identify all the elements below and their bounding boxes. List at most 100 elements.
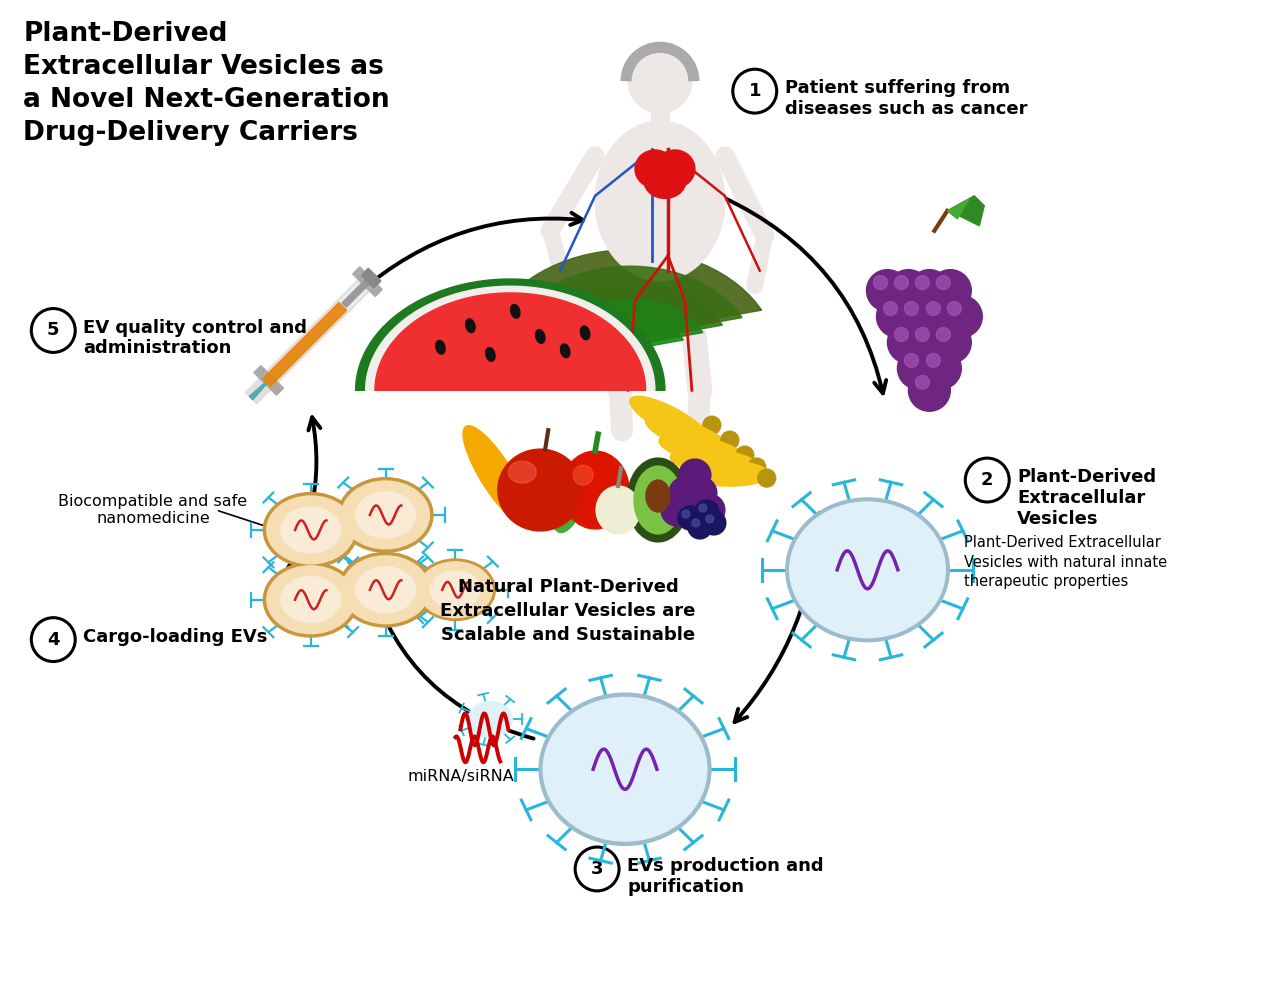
Circle shape [908,321,950,363]
Polygon shape [366,286,655,390]
Ellipse shape [552,463,588,533]
Text: 2: 2 [981,471,994,489]
Polygon shape [505,266,742,360]
Circle shape [915,375,930,389]
Circle shape [936,327,950,341]
Polygon shape [342,272,376,307]
Ellipse shape [736,446,754,464]
Circle shape [692,519,700,527]
Ellipse shape [594,121,725,280]
Text: Patient suffering from
diseases such as cancer: Patient suffering from diseases such as … [785,79,1027,118]
Ellipse shape [535,329,544,343]
Ellipse shape [786,498,949,642]
Ellipse shape [539,694,711,845]
Circle shape [936,275,950,289]
Ellipse shape [263,493,358,567]
Text: 4: 4 [48,631,59,649]
Ellipse shape [508,461,537,483]
Circle shape [948,301,962,315]
Polygon shape [526,282,723,360]
Circle shape [940,295,982,337]
Ellipse shape [267,496,354,564]
Circle shape [877,295,918,337]
Text: 5: 5 [48,321,59,339]
Circle shape [908,269,950,311]
Ellipse shape [758,469,776,487]
Text: EVs production and
purification: EVs production and purification [627,857,823,896]
Circle shape [867,269,908,311]
Circle shape [915,327,930,341]
Polygon shape [263,302,347,386]
Circle shape [682,510,690,518]
Circle shape [661,494,693,526]
Circle shape [702,511,725,535]
Ellipse shape [645,164,686,199]
Polygon shape [948,196,985,226]
Ellipse shape [338,478,433,552]
Polygon shape [356,279,665,390]
Ellipse shape [430,571,480,609]
Circle shape [915,275,930,289]
Circle shape [895,327,908,341]
Ellipse shape [670,448,759,476]
Ellipse shape [627,458,690,542]
Circle shape [898,295,940,337]
Ellipse shape [498,449,583,531]
Circle shape [930,269,971,311]
Polygon shape [254,365,284,395]
Circle shape [684,477,716,509]
Ellipse shape [543,698,707,841]
Circle shape [688,515,711,539]
Polygon shape [245,272,376,404]
Polygon shape [249,383,266,400]
Ellipse shape [464,426,529,524]
Circle shape [695,500,719,524]
Circle shape [883,301,898,315]
Circle shape [873,275,887,289]
Ellipse shape [356,492,416,538]
Circle shape [895,275,908,289]
Ellipse shape [561,451,629,529]
Circle shape [679,459,711,491]
Circle shape [919,347,962,389]
Circle shape [669,477,701,509]
Polygon shape [570,315,683,360]
Circle shape [904,353,918,367]
Polygon shape [361,269,380,288]
Ellipse shape [356,567,416,613]
Circle shape [698,504,707,512]
Ellipse shape [469,702,512,738]
Ellipse shape [281,577,340,623]
Ellipse shape [580,326,589,339]
Polygon shape [948,199,969,219]
Ellipse shape [561,344,570,357]
Circle shape [677,494,709,526]
Circle shape [930,321,971,363]
Ellipse shape [630,396,710,444]
Ellipse shape [338,553,433,627]
Text: Plant-Derived
Extracellular Vesicles as
a Novel Next-Generation
Drug-Delivery Ca: Plant-Derived Extracellular Vesicles as … [23,21,390,147]
Ellipse shape [342,481,429,549]
Circle shape [887,269,930,311]
Text: miRNA/siRNA: miRNA/siRNA [407,769,514,784]
Ellipse shape [646,415,731,455]
Ellipse shape [416,559,496,621]
Text: Plant-Derived
Extracellular
Vesicles: Plant-Derived Extracellular Vesicles [1017,468,1157,528]
Text: EV quality control and
administration: EV quality control and administration [83,318,307,357]
Polygon shape [261,277,372,388]
Ellipse shape [681,460,769,486]
Text: 3: 3 [591,860,603,878]
Circle shape [628,49,692,113]
Ellipse shape [659,434,747,466]
Ellipse shape [646,480,670,512]
Ellipse shape [342,556,429,624]
Ellipse shape [720,431,738,449]
Ellipse shape [419,562,492,618]
Polygon shape [353,266,383,296]
Circle shape [908,369,950,411]
Circle shape [926,353,940,367]
Circle shape [887,321,930,363]
Polygon shape [375,293,646,390]
Circle shape [926,301,940,315]
Text: Cargo-loading EVs: Cargo-loading EVs [83,628,267,646]
